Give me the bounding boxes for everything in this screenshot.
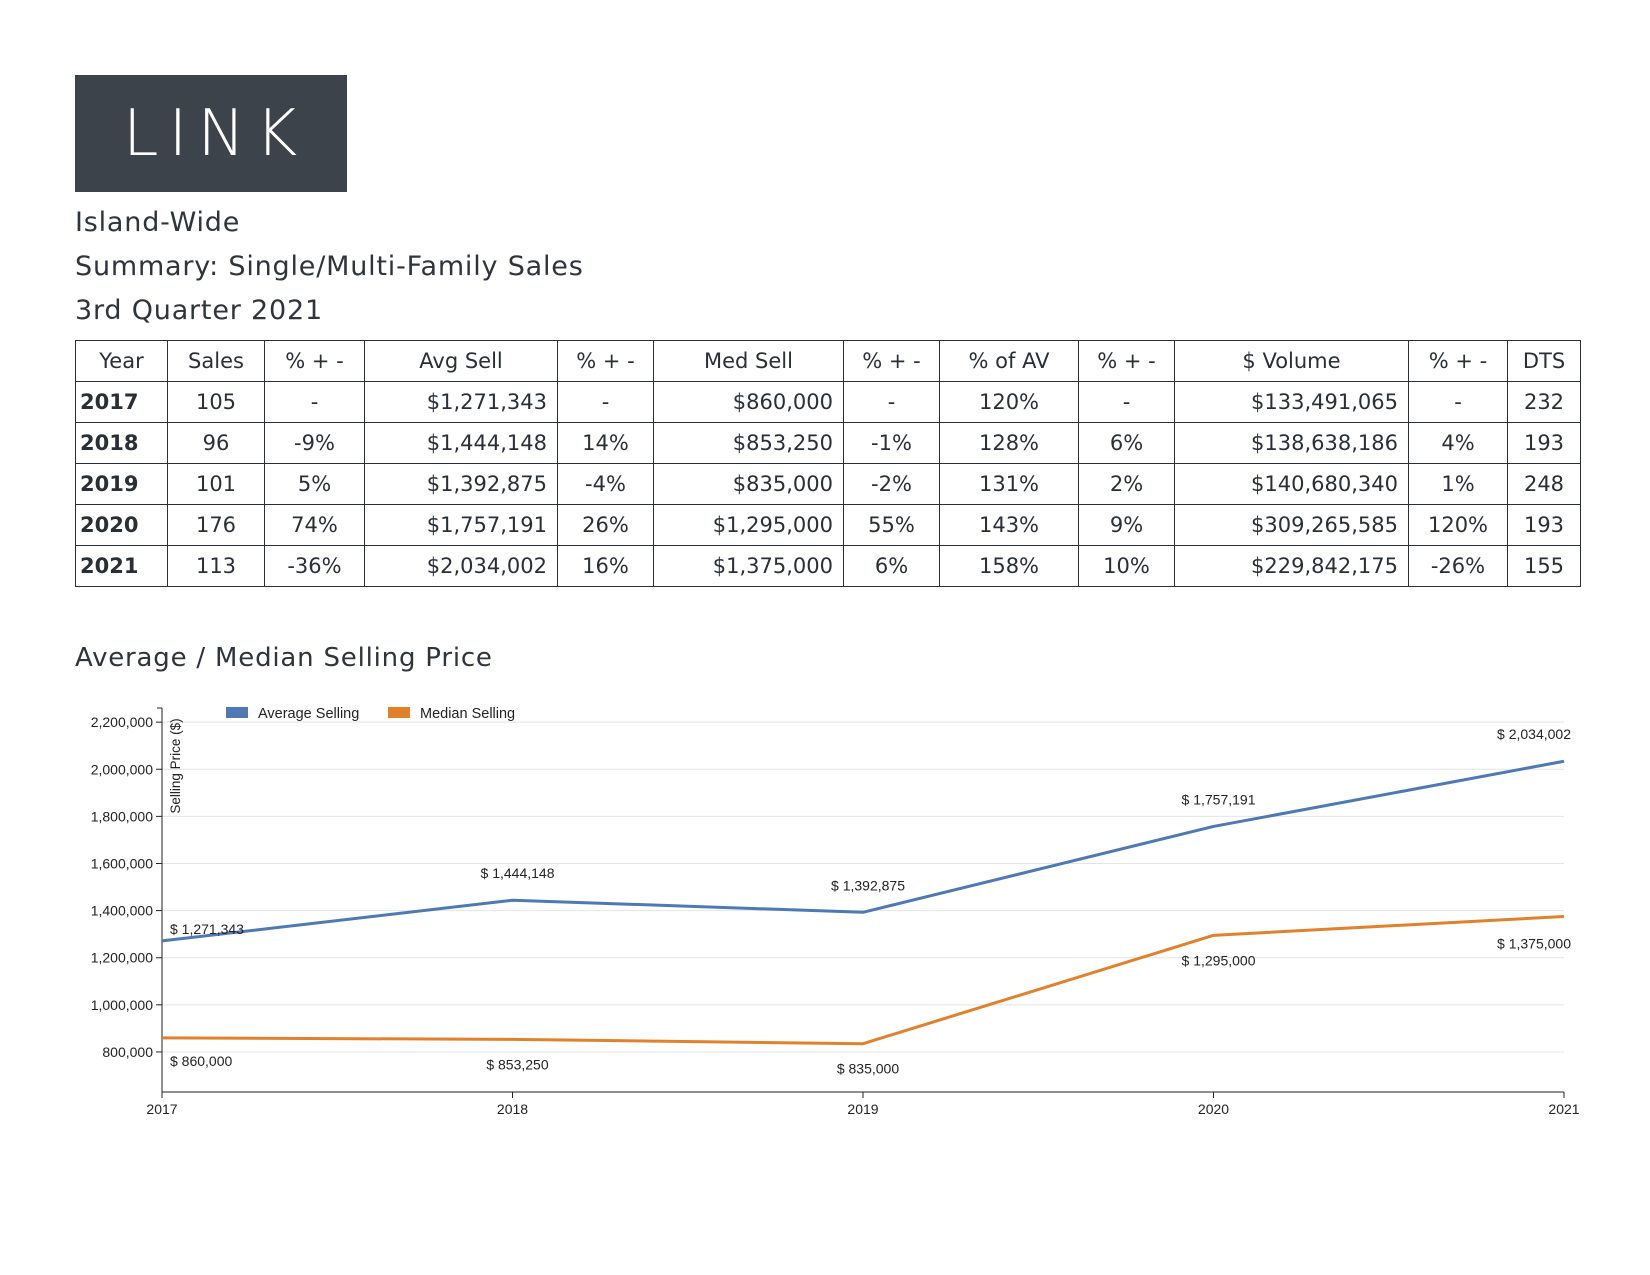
y-axis-label: Selling Price ($) [168,718,183,813]
cell-volume: $309,265,585 [1174,504,1409,546]
cell-pct-of-av-change: 9% [1078,504,1175,546]
table-row: 2018 96 -9% $1,444,148 14% $853,250 -1% … [75,422,1581,464]
data-label: $ 1,271,343 [170,921,244,937]
col-header-med-sell: Med Sell [653,340,844,382]
cell-year: 2020 [75,504,168,546]
data-label: $ 2,034,002 [1497,726,1571,742]
col-header-volume: $ Volume [1174,340,1409,382]
data-label: $ 1,444,148 [481,865,555,881]
cell-year: 2018 [75,422,168,464]
x-tick-label: 2019 [847,1101,878,1117]
x-tick-label: 2017 [146,1101,177,1117]
cell-med-sell: $860,000 [653,381,844,423]
cell-year: 2019 [75,463,168,505]
summary-title: Summary: Single/Multi-Family Sales [75,251,584,282]
cell-volume-change: - [1408,381,1508,423]
legend-label: Average Selling [258,706,359,722]
cell-avg-sell: $1,444,148 [364,422,558,464]
cell-sales-change: -9% [264,422,365,464]
y-tick-label: 2,000,000 [91,761,153,777]
cell-sales-change: -36% [264,545,365,587]
cell-med-sell-change: 6% [843,545,940,587]
cell-pct-of-av-change: 10% [1078,545,1175,587]
cell-year: 2017 [75,381,168,423]
y-tick-label: 1,400,000 [91,903,153,919]
cell-dts: 232 [1507,381,1581,423]
cell-med-sell-change: -1% [843,422,940,464]
data-label: $ 1,392,875 [831,877,905,893]
cell-volume-change: -26% [1408,545,1508,587]
legend-swatch [388,707,410,718]
data-label: $ 860,000 [170,1053,232,1069]
y-tick-label: 1,000,000 [91,997,153,1013]
cell-pct-of-av: 131% [939,463,1079,505]
data-label: $ 853,250 [486,1056,548,1072]
cell-dts: 155 [1507,545,1581,587]
cell-avg-sell-change: - [557,381,654,423]
col-header-volume-change: % + - [1408,340,1508,382]
cell-avg-sell-change: 16% [557,545,654,587]
cell-sales-change: 74% [264,504,365,546]
y-tick-label: 1,200,000 [91,950,153,966]
y-tick-label: 800,000 [102,1044,153,1060]
cell-volume-change: 4% [1408,422,1508,464]
legend-swatch [226,707,248,718]
cell-sales: 105 [167,381,265,423]
logo-text: LINK [122,96,308,171]
link-logo: LINK [75,75,347,192]
cell-med-sell: $1,295,000 [653,504,844,546]
cell-avg-sell-change: 14% [557,422,654,464]
series-line-median-selling [161,914,1565,1046]
chart-title: Average / Median Selling Price [75,643,493,673]
cell-dts: 193 [1507,422,1581,464]
series-line-average-selling [161,759,1565,943]
cell-avg-sell-change: -4% [557,463,654,505]
x-tick-label: 2021 [1548,1101,1579,1117]
cell-year: 2021 [75,545,168,587]
cell-med-sell: $835,000 [653,463,844,505]
region-title: Island-Wide [75,207,241,238]
cell-pct-of-av-change: 2% [1078,463,1175,505]
y-tick-label: 1,600,000 [91,855,153,871]
data-label: $ 1,757,191 [1182,791,1256,807]
cell-pct-of-av-change: 6% [1078,422,1175,464]
table-row: 2020 176 74% $1,757,191 26% $1,295,000 5… [75,504,1581,546]
cell-volume: $133,491,065 [1174,381,1409,423]
cell-avg-sell: $1,757,191 [364,504,558,546]
cell-volume: $229,842,175 [1174,545,1409,587]
col-header-year: Year [75,340,168,382]
data-label: $ 1,295,000 [1182,952,1256,968]
cell-pct-of-av: 158% [939,545,1079,587]
x-tick-label: 2020 [1198,1101,1229,1117]
cell-sales: 113 [167,545,265,587]
cell-med-sell: $1,375,000 [653,545,844,587]
x-tick-label: 2018 [497,1101,528,1117]
cell-med-sell-change: 55% [843,504,940,546]
cell-volume: $140,680,340 [1174,463,1409,505]
table-row: 2021 113 -36% $2,034,002 16% $1,375,000 … [75,545,1581,587]
cell-volume-change: 1% [1408,463,1508,505]
col-header-dts: DTS [1507,340,1581,382]
col-header-pct-of-av: % of AV [939,340,1079,382]
cell-avg-sell: $1,392,875 [364,463,558,505]
cell-pct-of-av: 143% [939,504,1079,546]
cell-dts: 248 [1507,463,1581,505]
sales-summary-table: Year Sales % + - Avg Sell % + - Med Sell… [75,340,1581,587]
legend-label: Median Selling [420,706,515,722]
period-title: 3rd Quarter 2021 [75,295,323,326]
y-tick-label: 2,200,000 [91,714,153,730]
data-label: $ 1,375,000 [1497,935,1571,951]
data-label: $ 835,000 [837,1061,899,1077]
cell-volume-change: 120% [1408,504,1508,546]
cell-avg-sell: $2,034,002 [364,545,558,587]
cell-pct-of-av: 128% [939,422,1079,464]
y-tick-label: 1,800,000 [91,808,153,824]
